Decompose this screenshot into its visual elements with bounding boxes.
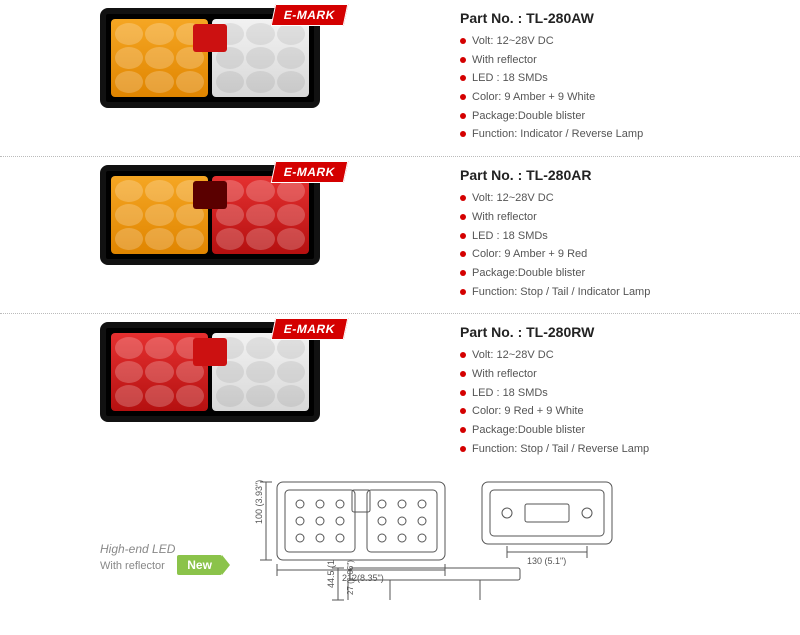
product-image: E-MARK <box>100 8 350 128</box>
product-image: E-MARK <box>100 322 350 442</box>
spec-item: With reflector <box>460 51 643 70</box>
emark-badge: E-MARK <box>271 161 349 183</box>
spec-item: Package:Double blister <box>460 421 649 440</box>
specs-column: Part No. : TL-280AW Volt: 12~28V DCWith … <box>460 8 643 144</box>
product-row: E-MARK Part No. : TL-280AR Volt: 12~28V … <box>0 157 800 314</box>
svg-text:27 (1.06"): 27 (1.06") <box>346 560 355 595</box>
spec-item: LED : 18 SMDs <box>460 384 649 403</box>
spec-item: Volt: 12~28V DC <box>460 32 643 51</box>
spec-item: LED : 18 SMDs <box>460 69 643 88</box>
part-number: Part No. : TL-280AR <box>460 167 650 183</box>
spec-item: LED : 18 SMDs <box>460 227 650 246</box>
emark-badge: E-MARK <box>271 4 349 26</box>
part-number: Part No. : TL-280AW <box>460 10 643 26</box>
product-row: E-MARK Part No. : TL-280AW Volt: 12~28V … <box>0 0 800 157</box>
spec-list: Volt: 12~28V DCWith reflectorLED : 18 SM… <box>460 32 643 144</box>
lamp-center-strip <box>193 338 227 366</box>
spec-item: Volt: 12~28V DC <box>460 189 650 208</box>
lamp-center-strip <box>193 24 227 52</box>
spec-list: Volt: 12~28V DCWith reflectorLED : 18 SM… <box>460 189 650 301</box>
diagram-side-wrapper: 44.5 (1.75") 27 (1.06") <box>320 560 530 621</box>
spec-item: With reflector <box>460 365 649 384</box>
svg-text:130 (5.1"): 130 (5.1") <box>527 556 566 566</box>
spec-item: Function: Stop / Tail / Indicator Lamp <box>460 283 650 302</box>
specs-column: Part No. : TL-280RW Volt: 12~28V DCWith … <box>460 322 649 458</box>
sub-tagline: With reflector <box>100 560 165 572</box>
spec-item: Volt: 12~28V DC <box>460 346 649 365</box>
spec-item: Color: 9 Amber + 9 White <box>460 88 643 107</box>
spec-item: Function: Stop / Tail / Reverse Lamp <box>460 440 649 459</box>
spec-item: With reflector <box>460 208 650 227</box>
specs-column: Part No. : TL-280AR Volt: 12~28V DCWith … <box>460 165 650 301</box>
product-row: E-MARK Part No. : TL-280RW Volt: 12~28V … <box>0 314 800 470</box>
svg-text:100 (3.93"): 100 (3.93") <box>254 480 264 524</box>
svg-text:44.5 (1.75"): 44.5 (1.75") <box>326 560 336 588</box>
emark-badge: E-MARK <box>271 318 349 340</box>
diagram-side: 44.5 (1.75") 27 (1.06") <box>320 560 530 616</box>
spec-item: Package:Double blister <box>460 264 650 283</box>
spec-item: Color: 9 Red + 9 White <box>460 402 649 421</box>
spec-item: Color: 9 Amber + 9 Red <box>460 245 650 264</box>
spec-item: Function: Indicator / Reverse Lamp <box>460 125 643 144</box>
product-image: E-MARK <box>100 165 350 285</box>
lamp-center-strip <box>193 181 227 209</box>
new-badge: New <box>177 555 222 575</box>
part-number: Part No. : TL-280RW <box>460 324 649 340</box>
spec-item: Package:Double blister <box>460 107 643 126</box>
spec-list: Volt: 12~28V DCWith reflectorLED : 18 SM… <box>460 346 649 458</box>
